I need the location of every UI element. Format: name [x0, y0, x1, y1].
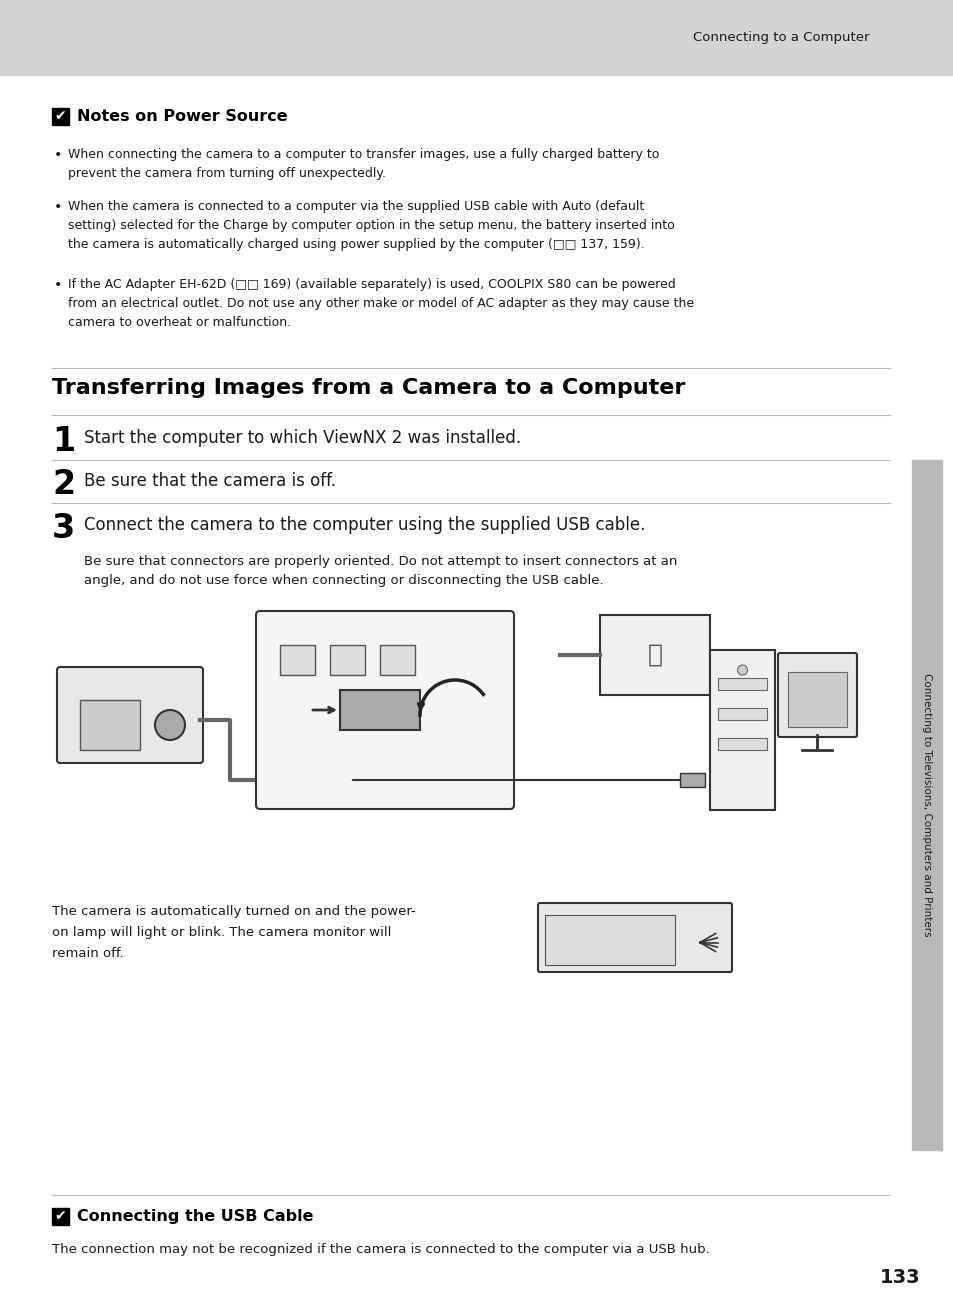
Text: Connecting the USB Cable: Connecting the USB Cable [77, 1209, 314, 1225]
Text: 133: 133 [879, 1268, 920, 1286]
Bar [52, 598, 869, 878]
Bar [280, 645, 314, 675]
FancyBboxPatch shape [537, 903, 731, 972]
Text: If the AC Adapter EH-62D (□□ 169) (available separately) is used, COOLPIX S80 ca: If the AC Adapter EH-62D (□□ 169) (avail… [68, 279, 694, 328]
Text: COOLPIX S80: COOLPIX S80 [550, 920, 605, 929]
Bar [52, 108, 69, 125]
Text: •: • [54, 279, 62, 292]
Text: ✔: ✔ [54, 1209, 67, 1223]
Text: •: • [54, 200, 62, 214]
Bar [80, 700, 140, 750]
Bar [599, 615, 709, 695]
FancyBboxPatch shape [57, 668, 203, 763]
FancyBboxPatch shape [709, 650, 774, 809]
Bar [339, 690, 419, 731]
Bar [718, 738, 766, 750]
Bar [911, 460, 941, 1150]
Text: Be sure that the camera is off.: Be sure that the camera is off. [84, 472, 335, 490]
Text: Connect the camera to the computer using the supplied USB cable.: Connect the camera to the computer using… [84, 516, 644, 533]
FancyBboxPatch shape [255, 611, 514, 809]
Bar [52, 1208, 69, 1225]
Text: Start the computer to which ViewNX 2 was installed.: Start the computer to which ViewNX 2 was… [84, 428, 520, 447]
Text: Be sure that connectors are properly oriented. Do not attempt to insert connecto: Be sure that connectors are properly ori… [84, 555, 677, 587]
Text: ⎕: ⎕ [647, 643, 661, 668]
Text: ✔: ✔ [54, 109, 67, 124]
Text: •: • [54, 148, 62, 162]
Bar [544, 915, 675, 964]
Bar [330, 645, 365, 675]
Text: 1: 1 [52, 424, 75, 459]
Text: Transferring Images from a Camera to a Computer: Transferring Images from a Camera to a C… [52, 378, 684, 398]
FancyBboxPatch shape [778, 653, 856, 737]
Text: 2: 2 [52, 468, 75, 501]
Text: The camera is automatically turned on and the power-
on lamp will light or blink: The camera is automatically turned on an… [52, 905, 416, 961]
Bar [0, 0, 953, 75]
Circle shape [737, 665, 747, 675]
Text: When the camera is connected to a computer via the supplied USB cable with Auto : When the camera is connected to a comput… [68, 200, 674, 251]
Bar [787, 671, 846, 727]
Text: 3: 3 [52, 512, 75, 545]
Text: Connecting to a Computer: Connecting to a Computer [693, 32, 869, 43]
Text: When connecting the camera to a computer to transfer images, use a fully charged: When connecting the camera to a computer… [68, 148, 659, 180]
Text: Connecting to Televisions, Computers and Printers: Connecting to Televisions, Computers and… [921, 673, 931, 937]
Bar [718, 708, 766, 720]
Text: Notes on Power Source: Notes on Power Source [77, 109, 287, 124]
Bar [379, 645, 415, 675]
Circle shape [154, 710, 185, 740]
Bar [679, 773, 704, 787]
Bar [718, 678, 766, 690]
Text: The connection may not be recognized if the camera is connected to the computer : The connection may not be recognized if … [52, 1243, 709, 1256]
